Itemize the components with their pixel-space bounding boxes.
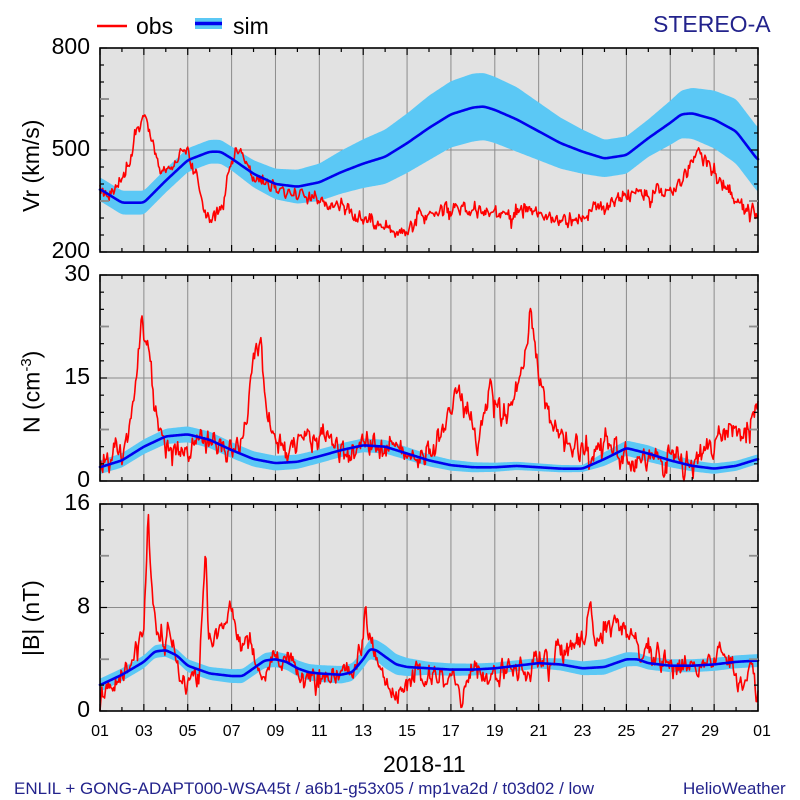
svg-text:8: 8 — [77, 593, 90, 619]
svg-text:15: 15 — [398, 723, 416, 740]
svg-text:07: 07 — [223, 723, 241, 740]
svg-text:19: 19 — [486, 723, 504, 740]
svg-text:21: 21 — [530, 723, 548, 740]
svg-text:01: 01 — [753, 723, 771, 740]
svg-text:11: 11 — [311, 723, 328, 740]
svg-text:01: 01 — [91, 723, 109, 740]
svg-text:13: 13 — [354, 723, 372, 740]
svg-text:27: 27 — [661, 723, 679, 740]
svg-text:0: 0 — [77, 696, 90, 722]
svg-text:25: 25 — [618, 723, 636, 740]
svg-text:500: 500 — [52, 135, 90, 161]
svg-text:03: 03 — [135, 723, 153, 740]
svg-text:23: 23 — [574, 723, 592, 740]
svg-text:09: 09 — [267, 723, 285, 740]
svg-text:16: 16 — [64, 489, 90, 515]
svg-text:05: 05 — [179, 723, 197, 740]
svg-text:30: 30 — [64, 260, 90, 286]
svg-text:29: 29 — [701, 723, 719, 740]
svg-text:17: 17 — [442, 723, 460, 740]
svg-text:15: 15 — [64, 363, 90, 389]
